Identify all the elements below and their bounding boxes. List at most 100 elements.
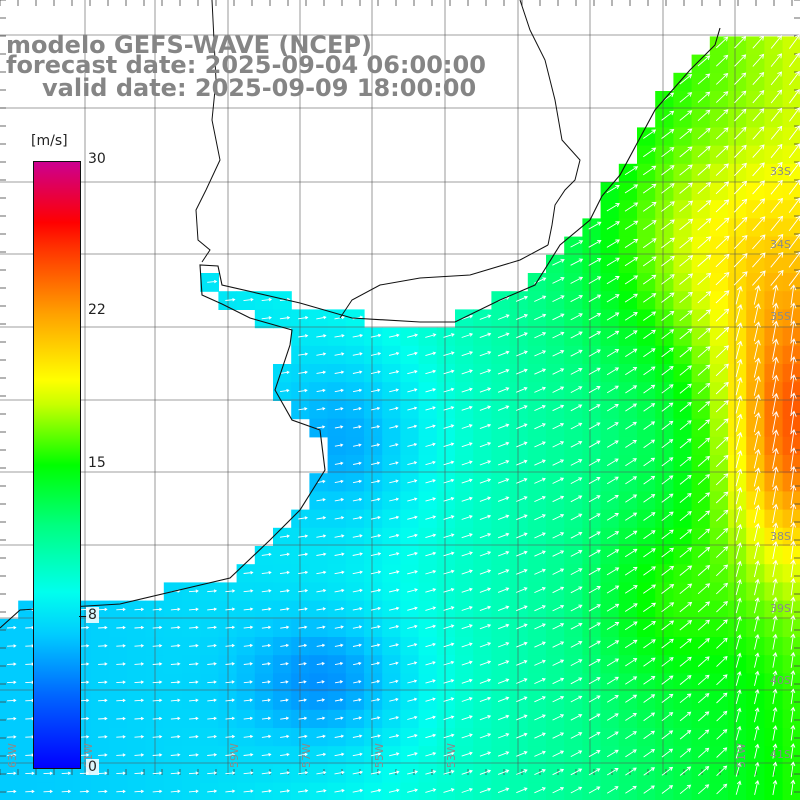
wind-arrow [534, 404, 546, 412]
wind-arrow [152, 771, 163, 775]
wind-arrow [661, 493, 674, 503]
wind-arrow [735, 689, 742, 705]
wind-arrow [516, 605, 528, 612]
wind-arrow [280, 643, 290, 648]
wind-arrow [152, 698, 163, 702]
wind-arrow [334, 479, 344, 484]
wind-arrow [534, 477, 546, 484]
wind-arrow [370, 588, 382, 593]
wind-arrow [790, 302, 797, 324]
wind-arrow [697, 492, 711, 504]
wind-arrow [280, 662, 289, 666]
wind-arrow [625, 403, 638, 412]
wind-arrow [661, 292, 675, 303]
wind-arrow [316, 334, 327, 338]
wind-arrow [334, 443, 344, 447]
wind-arrow [754, 725, 760, 741]
wind-arrow [370, 552, 382, 557]
wind-arrow [697, 565, 711, 576]
wind-arrow [188, 589, 199, 593]
wind-arrow [461, 332, 474, 338]
wind-arrow [170, 643, 181, 648]
wind-arrow [772, 652, 778, 668]
wind-arrow [716, 656, 728, 667]
wind-arrow [552, 604, 565, 612]
wind-arrow [316, 752, 327, 757]
wind-arrow [642, 201, 657, 212]
wind-arrow [752, 180, 765, 195]
wind-arrow [497, 569, 510, 575]
wind-arrow [552, 714, 565, 721]
wind-arrow [316, 607, 327, 611]
wind-arrow [734, 72, 747, 85]
wind-arrow [352, 788, 364, 793]
wind-arrow [715, 528, 729, 540]
wind-arrow [279, 370, 290, 375]
wind-arrow [772, 743, 778, 759]
wind-arrow [516, 714, 528, 721]
lon-label: 55W [373, 743, 386, 768]
wind-arrow [715, 418, 729, 431]
wind-speed-cell [582, 364, 602, 383]
wind-arrow [625, 749, 637, 758]
wind-arrow [606, 184, 620, 194]
wind-arrow [207, 771, 218, 775]
wind-arrow [497, 368, 510, 375]
wind-arrow [552, 404, 565, 412]
wind-arrow [516, 459, 528, 466]
wind-arrow [7, 771, 17, 775]
wind-arrow [334, 352, 345, 356]
wind-arrow [770, 89, 783, 104]
wind-arrow [280, 388, 290, 393]
wind-arrow [588, 386, 601, 394]
wind-arrow [752, 126, 765, 140]
wind-arrow [516, 368, 528, 375]
wind-arrow [407, 752, 418, 757]
wind-arrow [461, 624, 473, 630]
wind-arrow [715, 217, 730, 231]
wind-arrow [316, 498, 326, 502]
wind-arrow [443, 587, 455, 593]
wind-arrow [497, 387, 510, 393]
wind-arrow [643, 530, 656, 540]
wind-arrow [353, 661, 362, 666]
wind-arrow [643, 384, 656, 394]
wind-arrow [298, 570, 309, 575]
wind-arrow [772, 522, 779, 542]
wind-arrow [752, 53, 765, 67]
wind-arrow [772, 779, 778, 796]
wind-arrow [606, 658, 620, 667]
wind-arrow [116, 789, 126, 794]
wind-arrow [772, 302, 779, 324]
wind-arrow [98, 789, 108, 794]
wind-arrow [734, 54, 747, 67]
wind-arrow [661, 475, 674, 485]
wind-arrow [389, 734, 400, 739]
wind-arrow [606, 367, 620, 376]
wind-arrow [679, 200, 694, 213]
wind-arrow [116, 680, 126, 684]
wind-arrow [516, 350, 528, 357]
wind-arrow [788, 269, 800, 286]
wind-arrow [624, 275, 639, 285]
wind-arrow [570, 550, 583, 557]
wind-arrow [715, 491, 729, 504]
wind-arrow [352, 333, 364, 338]
wind-arrow [316, 789, 327, 793]
wind-arrow [661, 165, 675, 176]
wind-arrow [298, 643, 308, 648]
wind-arrow [207, 279, 218, 284]
wind-arrow [425, 515, 437, 520]
wind-arrow [752, 234, 766, 250]
wind-arrow [316, 425, 326, 429]
wind-arrow [370, 606, 382, 611]
wind-arrow [425, 424, 436, 429]
wind-arrow [624, 202, 639, 212]
wind-arrow [570, 677, 583, 685]
wind-arrow [697, 309, 711, 322]
wind-arrow [606, 239, 620, 248]
wind-arrow [461, 715, 473, 721]
wind-arrow [606, 422, 619, 430]
wind-arrow [371, 425, 381, 429]
wind-arrow [606, 294, 620, 303]
